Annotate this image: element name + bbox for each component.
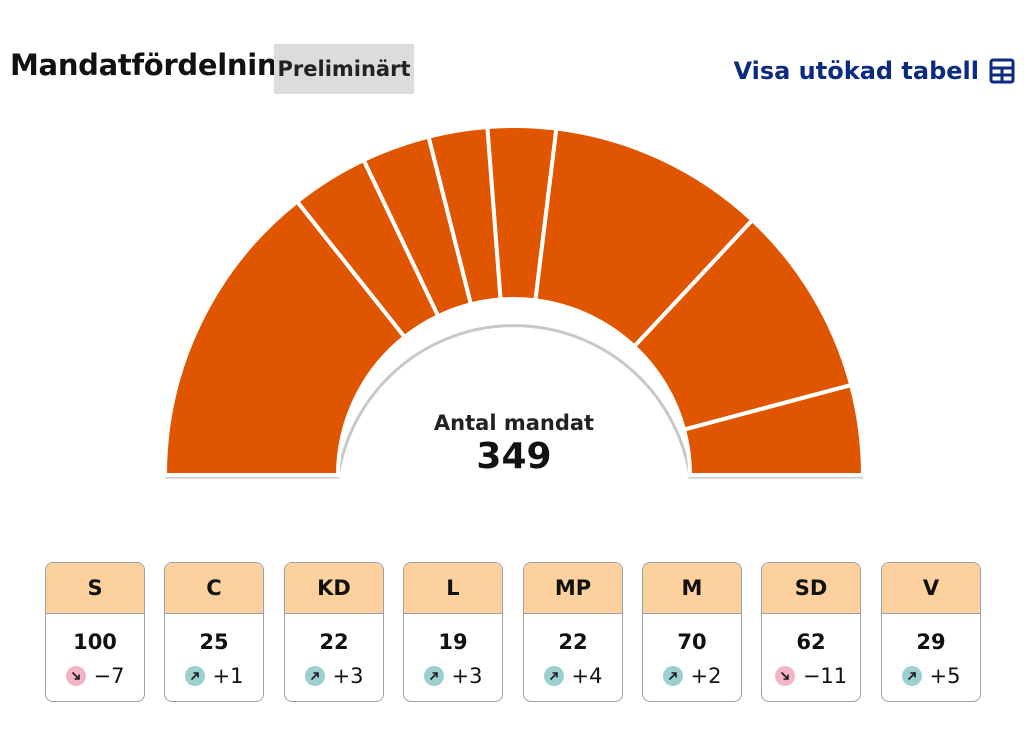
arrow-up-right-icon <box>662 666 683 686</box>
party-card-c: C 25 +1 <box>164 562 264 702</box>
total-seats-label: Antal mandat <box>433 411 595 435</box>
party-seats: 100 <box>73 630 117 654</box>
arrow-up-right-icon <box>304 666 325 686</box>
party-card-mp: MP 22 +4 <box>523 562 623 702</box>
party-card-v: V 29 +5 <box>881 562 981 702</box>
party-card-l: L 19 +3 <box>403 562 503 702</box>
party-name: MP <box>524 563 622 614</box>
arrow-up-right-icon <box>184 666 205 686</box>
party-card-sd: SD 62 −11 <box>761 562 861 702</box>
show-extended-table-label: Visa utökad tabell <box>733 57 979 85</box>
arc-segment-s <box>162 198 408 477</box>
party-name: V <box>882 563 980 614</box>
party-change: +3 <box>404 664 502 688</box>
party-seats: 22 <box>558 630 588 654</box>
party-seats: 25 <box>199 630 229 654</box>
party-name: SD <box>762 563 860 614</box>
party-change: −7 <box>46 664 144 688</box>
arrow-up-right-icon <box>543 666 564 686</box>
party-seats: 22 <box>319 630 349 654</box>
party-change-value: +2 <box>690 664 722 688</box>
arrow-down-right-icon <box>774 666 795 686</box>
party-change-value: +1 <box>212 664 244 688</box>
party-change-value: +3 <box>332 664 364 688</box>
party-name: L <box>404 563 502 614</box>
seat-distribution-chart <box>162 124 866 479</box>
party-name: KD <box>285 563 383 614</box>
party-change-value: +3 <box>451 664 483 688</box>
party-change: +3 <box>285 664 383 688</box>
party-change: −11 <box>762 664 860 688</box>
party-change: +5 <box>882 664 980 688</box>
chart-baseline <box>165 324 863 479</box>
status-badge: Preliminärt <box>274 44 414 94</box>
party-name: C <box>165 563 263 614</box>
arrow-down-right-icon <box>65 666 86 686</box>
header: Mandatfördelning Preliminärt Visa utökad… <box>0 0 1024 110</box>
total-seats-value: 349 <box>476 436 552 477</box>
table-icon <box>989 58 1015 84</box>
party-seats: 19 <box>438 630 468 654</box>
show-extended-table-link[interactable]: Visa utökad tabell <box>733 57 1015 85</box>
arrow-up-right-icon <box>901 666 922 686</box>
party-seats: 29 <box>916 630 946 654</box>
party-change-value: +5 <box>929 664 961 688</box>
party-name: S <box>46 563 144 614</box>
party-name: M <box>643 563 741 614</box>
party-change: +2 <box>643 664 741 688</box>
party-change: +4 <box>524 664 622 688</box>
page-title: Mandatfördelning <box>10 48 298 82</box>
party-card-m: M 70 +2 <box>642 562 742 702</box>
party-change: +1 <box>165 664 263 688</box>
party-change-value: +4 <box>571 664 603 688</box>
party-card-kd: KD 22 +3 <box>284 562 384 702</box>
party-seats: 70 <box>677 630 707 654</box>
party-change-value: −11 <box>802 664 848 688</box>
party-change-value: −7 <box>93 664 125 688</box>
party-seats: 62 <box>796 630 826 654</box>
arrow-up-right-icon <box>423 666 444 686</box>
party-card-s: S 100 −7 <box>45 562 145 702</box>
